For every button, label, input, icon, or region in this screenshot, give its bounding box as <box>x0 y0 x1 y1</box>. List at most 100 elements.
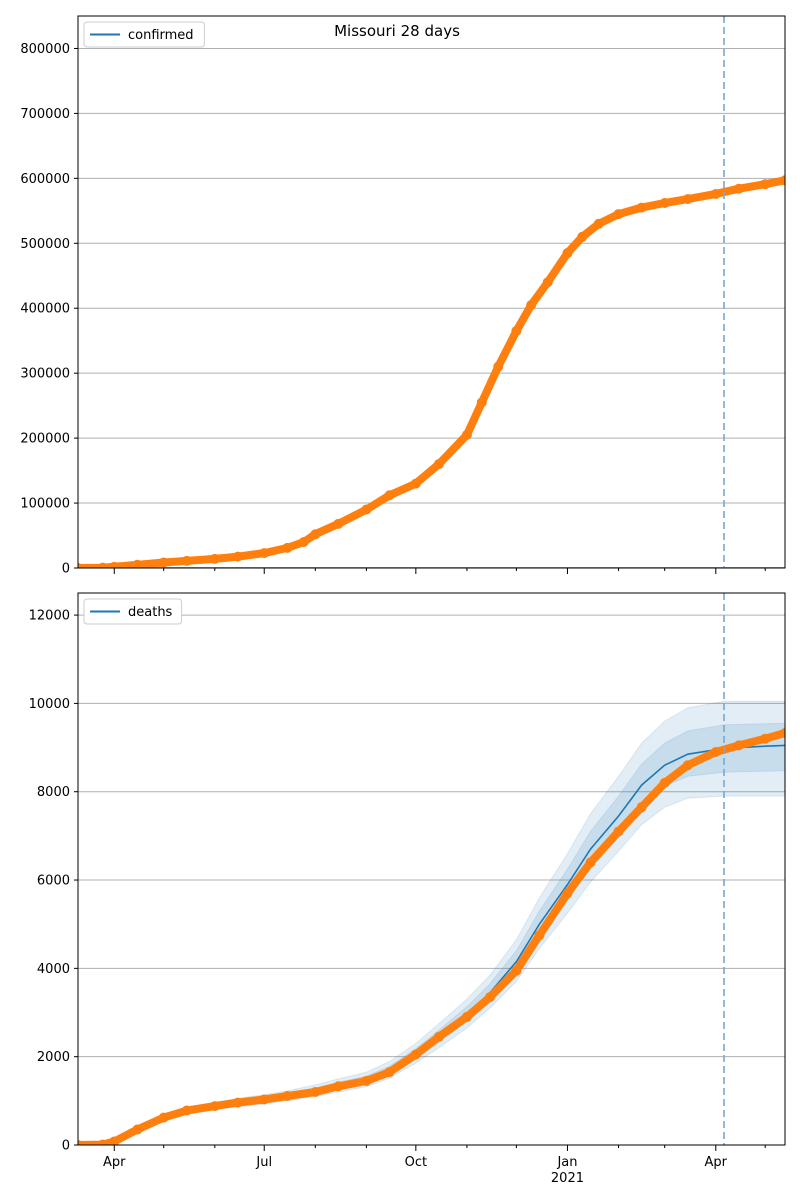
observed-point <box>659 198 670 209</box>
y-tick-label: 600000 <box>20 172 70 187</box>
observed-point <box>259 1094 270 1105</box>
observed-point <box>636 802 647 813</box>
observed-point <box>78 1140 83 1145</box>
observed-point <box>733 183 744 194</box>
observed-point <box>361 504 372 515</box>
observed-point <box>384 490 395 501</box>
observed-point <box>209 553 220 564</box>
y-tick-label: 2000 <box>37 1050 70 1065</box>
observed-point <box>298 537 309 548</box>
observed-point <box>613 209 624 220</box>
uncertainty-band <box>78 700 785 1145</box>
observed-point <box>158 557 169 568</box>
observed-point <box>310 1087 321 1098</box>
observed-point <box>132 559 143 568</box>
observed-point <box>333 518 344 529</box>
y-tick-label: 10000 <box>29 697 70 712</box>
observed-point <box>232 1097 243 1108</box>
y-tick-label: 200000 <box>20 432 70 447</box>
observed-point <box>181 555 192 566</box>
observed-point <box>232 551 243 562</box>
observed-point <box>476 397 487 408</box>
observed-point <box>542 277 553 288</box>
observed-point <box>109 561 120 568</box>
observed-point <box>760 733 771 744</box>
observed-point <box>384 1067 395 1078</box>
x-tick-sublabel: 2021 <box>551 1171 584 1186</box>
observed-point <box>733 740 744 751</box>
y-tick-label: 500000 <box>20 237 70 252</box>
y-tick-label: 0 <box>62 1139 70 1154</box>
observed-point <box>636 202 647 213</box>
observed-point <box>78 563 83 568</box>
observed-point <box>780 727 785 738</box>
chart-suptitle: Missouri 28 days <box>334 22 460 40</box>
observed-point <box>526 299 537 310</box>
legend-label: confirmed <box>128 28 194 43</box>
axes-frame <box>77 15 786 569</box>
observed-point <box>461 1011 472 1022</box>
observed-point <box>511 325 522 336</box>
legend: confirmed <box>83 21 205 48</box>
legend-box <box>83 598 183 625</box>
y-tick-label: 12000 <box>29 609 70 624</box>
model-line <box>78 744 785 1145</box>
observed-point <box>282 1090 293 1101</box>
observed-point <box>562 888 573 899</box>
observed-point <box>181 1105 192 1116</box>
observed-point <box>97 562 108 568</box>
y-tick-label: 8000 <box>37 785 70 800</box>
observed-point <box>433 1031 444 1042</box>
axes-frame <box>77 592 786 1146</box>
observed-point <box>259 548 270 559</box>
observed-point <box>410 478 421 489</box>
y-tick-label: 700000 <box>20 107 70 122</box>
observed-point <box>461 429 472 440</box>
observed-point <box>485 992 496 1003</box>
observed-point <box>534 930 545 941</box>
y-tick-label: 4000 <box>37 962 70 977</box>
observed-point <box>613 826 624 837</box>
plot-area <box>78 593 785 1145</box>
deaths-panel: 0 2000 4000 6000 8000 10000 12000 Apr Jul Oct Jan2… <box>29 592 786 1186</box>
observed-point <box>433 459 444 470</box>
legend: deaths <box>83 598 183 625</box>
observed-trace <box>78 176 785 568</box>
y-tick-label: 0 <box>62 562 70 577</box>
observed-point <box>361 1075 372 1086</box>
observed-point <box>158 1112 169 1123</box>
observed-point <box>593 218 604 229</box>
observed-point <box>577 231 588 242</box>
observed-point <box>310 529 321 540</box>
observed-point <box>562 248 573 259</box>
observed-point <box>710 188 721 199</box>
x-tick-label: Apr <box>103 1155 126 1170</box>
y-tick-label: 100000 <box>20 497 70 512</box>
x-tick-label: Apr <box>705 1155 728 1170</box>
y-tick-label: 800000 <box>20 42 70 57</box>
plot-area <box>78 16 785 568</box>
observed-point <box>132 1124 143 1135</box>
observed-point <box>333 1081 344 1092</box>
y-tick-label: 300000 <box>20 367 70 382</box>
x-tick-label: Jul <box>255 1155 272 1170</box>
observed-point <box>511 965 522 976</box>
y-tick-label: 400000 <box>20 302 70 317</box>
confirmed-panel: 0 100000 200000 300000 400000 500000 600000 700… <box>20 15 786 577</box>
observed-point <box>585 857 596 868</box>
observed-point <box>760 179 771 190</box>
observed-point <box>109 1136 120 1145</box>
y-tick-label: 6000 <box>37 874 70 889</box>
observed-point <box>209 1101 220 1112</box>
observed-point <box>682 760 693 771</box>
observed-point <box>97 1139 108 1145</box>
legend-box <box>83 21 205 48</box>
legend-label: deaths <box>128 605 173 620</box>
observed-point <box>682 194 693 205</box>
observed-point <box>282 542 293 553</box>
x-tick-label: Jan <box>556 1155 577 1170</box>
observed-point <box>410 1049 421 1060</box>
observed-point <box>780 175 785 186</box>
observed-point <box>493 361 504 372</box>
